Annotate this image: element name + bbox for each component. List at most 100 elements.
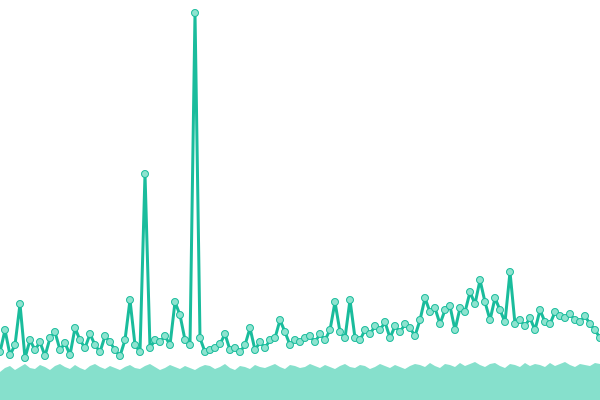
point xyxy=(356,336,364,344)
point xyxy=(116,352,124,360)
point xyxy=(36,338,44,346)
point xyxy=(376,326,384,334)
point xyxy=(156,338,164,346)
point xyxy=(451,326,459,334)
point xyxy=(576,318,584,326)
point xyxy=(1,326,9,334)
point xyxy=(91,341,99,349)
point xyxy=(81,344,89,352)
point xyxy=(476,276,484,284)
point xyxy=(136,348,144,356)
point xyxy=(26,336,34,344)
point xyxy=(261,344,269,352)
point xyxy=(446,302,454,310)
point xyxy=(71,324,79,332)
point xyxy=(256,338,264,346)
line xyxy=(0,11,600,360)
point xyxy=(246,324,254,332)
point xyxy=(0,348,4,356)
point xyxy=(86,330,94,338)
point xyxy=(366,330,374,338)
point xyxy=(566,310,574,318)
point xyxy=(96,348,104,356)
point xyxy=(221,330,229,338)
point xyxy=(506,268,514,276)
point xyxy=(236,348,244,356)
point xyxy=(326,326,334,334)
point xyxy=(56,346,64,354)
point xyxy=(406,324,414,332)
point xyxy=(6,351,14,359)
point xyxy=(341,334,349,342)
point xyxy=(41,352,49,360)
point xyxy=(111,346,119,354)
point xyxy=(11,341,19,349)
point xyxy=(106,338,114,346)
point xyxy=(196,334,204,342)
point xyxy=(281,328,289,336)
point xyxy=(166,341,174,349)
point xyxy=(591,326,599,334)
point xyxy=(496,306,504,314)
point xyxy=(321,336,329,344)
point xyxy=(596,334,600,342)
point xyxy=(431,304,439,312)
point xyxy=(386,334,394,342)
point xyxy=(191,9,199,17)
point xyxy=(101,332,109,340)
point xyxy=(471,300,479,308)
point xyxy=(436,320,444,328)
point xyxy=(16,300,24,308)
point xyxy=(141,170,149,178)
point xyxy=(581,312,589,320)
point xyxy=(461,308,469,316)
point xyxy=(516,316,524,324)
point xyxy=(396,328,404,336)
point xyxy=(241,341,249,349)
point xyxy=(546,320,554,328)
point xyxy=(176,311,184,319)
point xyxy=(346,296,354,304)
point xyxy=(526,314,534,322)
point xyxy=(46,334,54,342)
point xyxy=(146,344,154,352)
point xyxy=(216,340,224,348)
point xyxy=(276,316,284,324)
point xyxy=(161,332,169,340)
point xyxy=(31,346,39,354)
point xyxy=(466,288,474,296)
point xyxy=(421,294,429,302)
point xyxy=(271,334,279,342)
point xyxy=(336,328,344,336)
point xyxy=(316,330,324,338)
point xyxy=(491,294,499,302)
point xyxy=(51,328,59,336)
point xyxy=(126,296,134,304)
point xyxy=(251,346,259,354)
point xyxy=(61,339,69,347)
point xyxy=(521,322,529,330)
point xyxy=(391,322,399,330)
point xyxy=(531,326,539,334)
point xyxy=(536,306,544,314)
point xyxy=(501,318,509,326)
point xyxy=(381,318,389,326)
point xyxy=(486,316,494,324)
point xyxy=(181,336,189,344)
point xyxy=(586,320,594,328)
point xyxy=(311,338,319,346)
point xyxy=(306,332,314,340)
point xyxy=(331,298,339,306)
point xyxy=(21,354,29,362)
point xyxy=(186,341,194,349)
point xyxy=(411,332,419,340)
point xyxy=(481,298,489,306)
point xyxy=(171,298,179,306)
point xyxy=(121,336,129,344)
point xyxy=(286,341,294,349)
point xyxy=(66,351,74,359)
point xyxy=(131,341,139,349)
area xyxy=(0,362,600,400)
point xyxy=(416,316,424,324)
